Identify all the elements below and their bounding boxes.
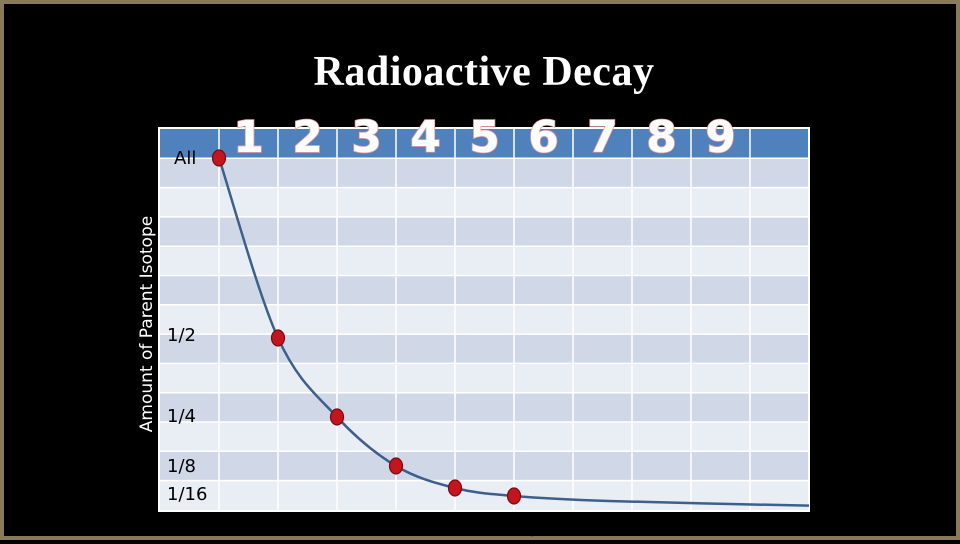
table-header-row bbox=[160, 129, 808, 159]
y-tick-label: 1/8 bbox=[167, 456, 196, 477]
x-axis-label: Time bbox=[492, 520, 537, 541]
data-point bbox=[211, 149, 227, 167]
y-tick-label: 1/2 bbox=[167, 325, 196, 346]
x-tick-label: 4 bbox=[410, 112, 441, 163]
table-row bbox=[160, 187, 808, 217]
data-point bbox=[329, 408, 345, 426]
x-tick-label: 5 bbox=[469, 112, 500, 163]
table-row bbox=[160, 334, 808, 364]
table-row bbox=[160, 392, 808, 422]
x-tick-label: 3 bbox=[351, 112, 382, 163]
y-axis-label: Amount of Parent Isotope bbox=[137, 216, 157, 432]
table-grid bbox=[158, 127, 810, 512]
data-point bbox=[270, 329, 286, 347]
x-tick-label: 1 bbox=[233, 112, 264, 163]
table-row bbox=[160, 158, 808, 188]
table-row bbox=[160, 275, 808, 305]
table-row bbox=[160, 216, 808, 247]
table-row bbox=[160, 480, 808, 510]
y-tick-labels: All 1/2 1/4 1/8 1/16 bbox=[167, 148, 207, 505]
table-row bbox=[160, 451, 808, 481]
x-tick-label: 6 bbox=[528, 112, 559, 163]
data-point bbox=[506, 487, 522, 505]
table-row bbox=[160, 363, 808, 393]
table-row bbox=[160, 246, 808, 276]
y-tick-label: 1/4 bbox=[167, 406, 196, 427]
table-row bbox=[160, 304, 808, 335]
x-tick-label: 8 bbox=[646, 112, 677, 163]
chart-title: Radioactive Decay bbox=[313, 49, 655, 95]
table-row bbox=[160, 422, 808, 452]
data-point bbox=[447, 479, 463, 497]
x-tick-label: 7 bbox=[587, 112, 618, 163]
y-tick-label: All bbox=[174, 148, 196, 169]
y-tick-label: 1/16 bbox=[167, 484, 207, 505]
data-point bbox=[388, 457, 404, 475]
x-tick-label: 9 bbox=[705, 112, 736, 163]
x-tick-label: 2 bbox=[292, 112, 323, 163]
data-points bbox=[211, 149, 522, 505]
